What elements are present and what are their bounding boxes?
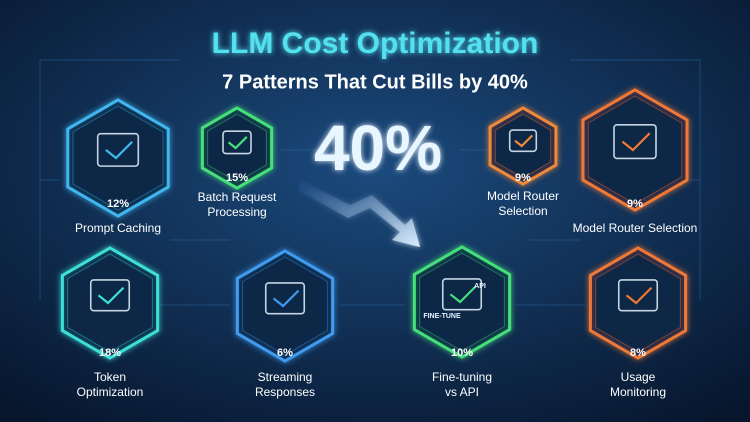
icon xyxy=(89,279,131,312)
hexagon xyxy=(588,246,688,360)
node-label: Prompt Caching xyxy=(75,221,161,235)
node-label: vs API xyxy=(445,385,479,399)
node-label: Token xyxy=(94,370,126,384)
icon-detail xyxy=(227,136,248,150)
percent: 9% xyxy=(627,198,643,210)
node-label: Processing xyxy=(207,205,266,219)
node-label: Selection xyxy=(498,204,547,218)
icon-detail xyxy=(621,132,651,152)
node-label: Batch Request xyxy=(198,190,277,204)
hexagon-inner xyxy=(72,105,164,211)
title: LLM Cost Optimization xyxy=(212,27,539,60)
percent: 9% xyxy=(515,172,531,184)
hexagon-inner xyxy=(587,95,683,205)
icon xyxy=(508,129,538,153)
node-label: Fine-tuning xyxy=(432,370,492,384)
node-label: Monitoring xyxy=(610,385,666,399)
hexagon-inner xyxy=(207,113,267,183)
percent: 12% xyxy=(107,198,129,210)
icon-text: API xyxy=(474,283,486,290)
node-label: Streaming xyxy=(258,370,313,384)
icon-detail xyxy=(272,289,300,308)
percent: 10% xyxy=(451,347,473,359)
icon-detail xyxy=(97,286,125,305)
nodes: 12% Prompt Caching 15% Batch RequestProcess… xyxy=(60,88,698,399)
icon xyxy=(441,278,483,311)
percent: 6% xyxy=(277,347,293,359)
headline-figure: 40% xyxy=(314,112,442,184)
node-label: Model Router Selection xyxy=(573,221,698,235)
node-label: Usage xyxy=(621,370,656,384)
subtitle: 7 Patterns That Cut Bills by 40% xyxy=(222,71,528,93)
icon xyxy=(617,279,659,312)
hexagon-inner xyxy=(494,113,552,179)
hexagon xyxy=(60,246,160,360)
percent: 18% xyxy=(99,347,121,359)
icon-detail xyxy=(514,134,534,148)
hexagon xyxy=(66,98,170,218)
hexagon xyxy=(412,245,512,359)
node-label: Model Router xyxy=(487,189,559,203)
icon xyxy=(613,124,657,160)
percent: 8% xyxy=(630,347,646,359)
icon xyxy=(264,282,306,315)
hexagon-inner xyxy=(67,253,153,353)
icon-detail xyxy=(449,285,477,304)
icon xyxy=(222,130,252,155)
pattern-node: 12% Prompt Caching xyxy=(66,98,170,235)
icon-text: FINE-TUNE xyxy=(423,313,461,320)
icon-detail xyxy=(105,140,133,160)
icon xyxy=(96,132,140,167)
hexagon-inner xyxy=(242,256,328,356)
hexagon xyxy=(581,88,689,212)
hexagon-inner xyxy=(595,253,681,353)
percent: 15% xyxy=(226,172,248,184)
icon-detail xyxy=(625,286,653,305)
hexagon xyxy=(235,249,335,363)
hexagon-inner xyxy=(419,252,505,352)
node-label: Responses xyxy=(255,385,315,399)
pattern-node: 9% Model Router Selection xyxy=(573,88,698,235)
down-arrow xyxy=(298,180,420,247)
node-label: Optimization xyxy=(77,385,144,399)
circuit-lines xyxy=(39,59,701,306)
